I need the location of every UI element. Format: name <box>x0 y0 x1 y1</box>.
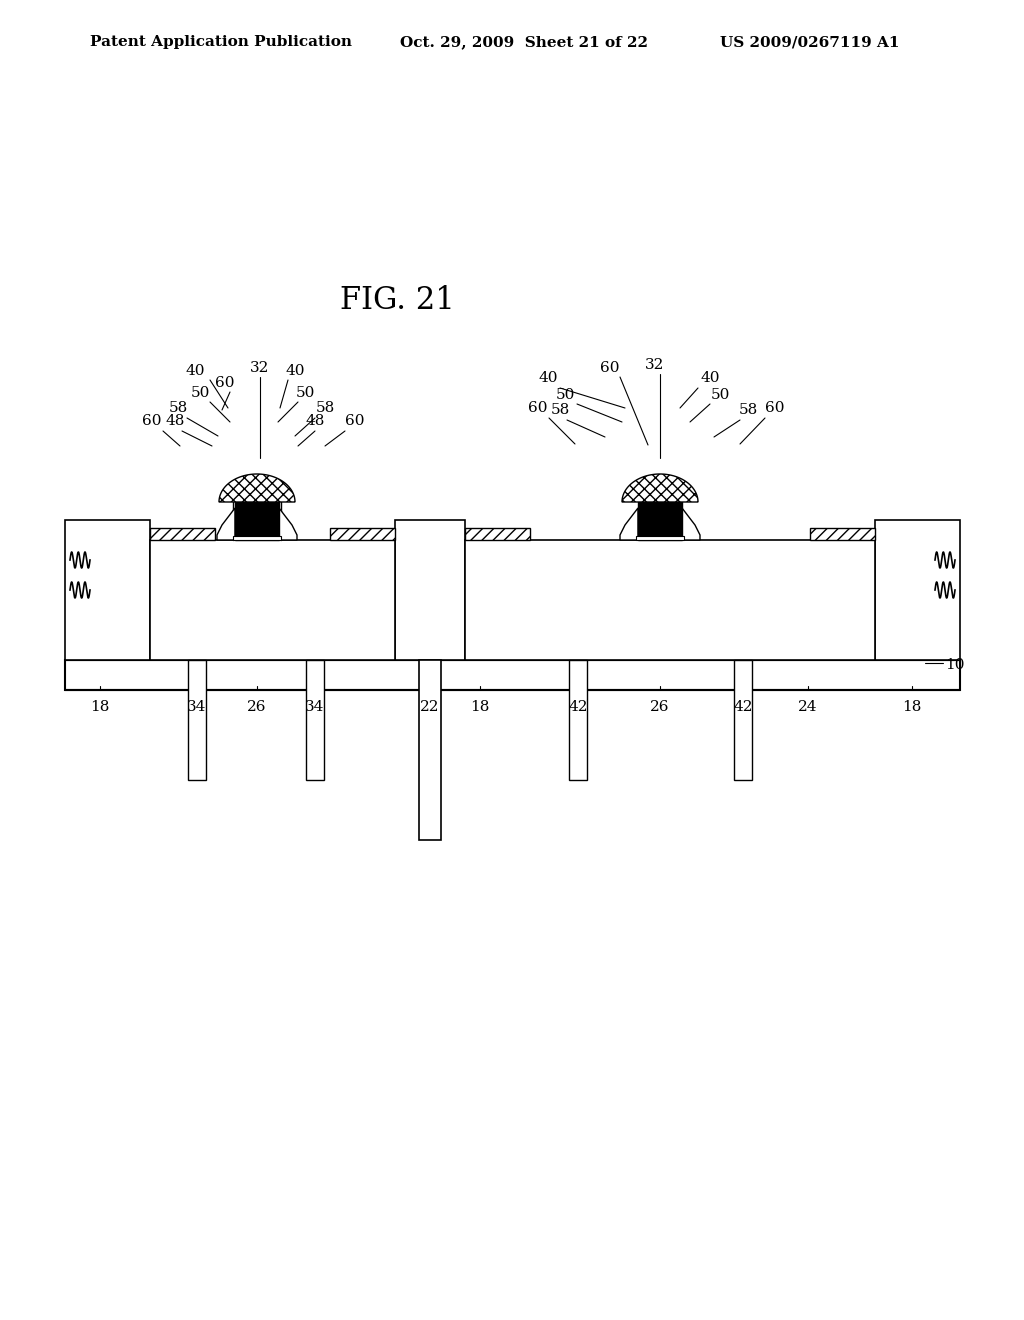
Bar <box>233 536 281 540</box>
Text: US 2009/0267119 A1: US 2009/0267119 A1 <box>720 36 899 49</box>
Text: 48: 48 <box>165 414 184 428</box>
Text: 60: 60 <box>215 376 234 389</box>
Text: 18: 18 <box>90 700 110 714</box>
Text: Oct. 29, 2009  Sheet 21 of 22: Oct. 29, 2009 Sheet 21 of 22 <box>400 36 648 49</box>
Text: 34: 34 <box>305 700 325 714</box>
Bar <box>465 540 874 660</box>
Text: 60: 60 <box>528 401 548 414</box>
Bar <box>150 540 395 660</box>
Text: 26: 26 <box>650 700 670 714</box>
Bar <box>65 520 150 660</box>
Bar <box>874 520 961 660</box>
Text: 50: 50 <box>711 388 730 403</box>
Bar <box>188 660 206 780</box>
Polygon shape <box>279 508 297 540</box>
Text: 60: 60 <box>600 360 620 375</box>
Text: 50: 50 <box>190 385 210 400</box>
Bar <box>306 660 324 780</box>
Text: 40: 40 <box>700 371 720 385</box>
Bar <box>65 660 961 690</box>
Polygon shape <box>620 508 638 540</box>
Bar <box>734 660 752 780</box>
Text: 58: 58 <box>315 401 335 414</box>
Text: 26: 26 <box>247 700 266 714</box>
Bar <box>395 520 465 660</box>
Bar <box>569 660 587 780</box>
Text: 40: 40 <box>286 364 305 378</box>
Text: 18: 18 <box>902 700 922 714</box>
Text: 10: 10 <box>945 657 965 672</box>
Text: 60: 60 <box>765 401 784 414</box>
Text: 58: 58 <box>738 403 758 417</box>
Bar <box>150 528 215 540</box>
Text: 50: 50 <box>555 388 574 403</box>
Bar <box>234 500 279 540</box>
Text: 60: 60 <box>345 414 365 428</box>
Polygon shape <box>219 474 295 502</box>
Text: 42: 42 <box>568 700 588 714</box>
Bar <box>419 660 441 840</box>
Text: 34: 34 <box>187 700 207 714</box>
Bar <box>636 536 684 540</box>
Text: 50: 50 <box>295 385 314 400</box>
Text: 24: 24 <box>799 700 818 714</box>
Text: 18: 18 <box>470 700 489 714</box>
Bar <box>638 500 682 540</box>
Text: 48: 48 <box>305 414 325 428</box>
Bar <box>330 528 395 540</box>
Text: 22: 22 <box>420 700 439 714</box>
Polygon shape <box>217 508 234 540</box>
Text: Patent Application Publication: Patent Application Publication <box>90 36 352 49</box>
Polygon shape <box>622 474 698 502</box>
Text: 32: 32 <box>250 360 269 375</box>
Text: 58: 58 <box>550 403 569 417</box>
Text: 58: 58 <box>168 401 187 414</box>
Text: FIG. 21: FIG. 21 <box>340 285 455 315</box>
Text: 32: 32 <box>645 358 665 372</box>
Text: 40: 40 <box>185 364 205 378</box>
Polygon shape <box>682 508 700 540</box>
Bar <box>810 528 874 540</box>
Text: 40: 40 <box>539 371 558 385</box>
Text: 60: 60 <box>142 414 162 428</box>
Text: 42: 42 <box>733 700 753 714</box>
Bar <box>465 528 530 540</box>
